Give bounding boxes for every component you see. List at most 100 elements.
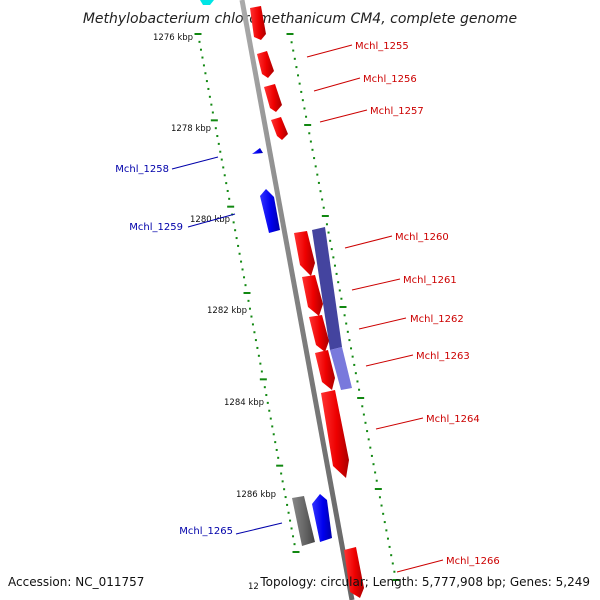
tick-mark-outer-minor xyxy=(367,438,370,441)
tick-mark-outer-minor xyxy=(298,82,301,85)
tick-mark-inner-minor xyxy=(248,307,251,310)
tick-mark-outer-minor xyxy=(309,140,312,143)
gene-arrow-mchl-1256[interactable] xyxy=(257,51,274,78)
tick-label-1276: 1276 kbp xyxy=(153,33,193,43)
gene-arrow-mchl-1261[interactable] xyxy=(302,275,323,316)
tick-mark-inner-minor xyxy=(226,189,229,192)
tick-mark-inner-minor xyxy=(243,276,246,279)
tick-mark-inner-minor xyxy=(222,166,225,169)
tick-mark-inner-minor xyxy=(257,354,260,357)
tick-mark-inner-minor xyxy=(240,260,243,263)
tick-mark-outer-minor xyxy=(308,132,311,135)
gene-label-mchl-1258[interactable]: Mchl_1258 xyxy=(115,164,169,175)
tick-mark-outer-minor xyxy=(374,471,377,474)
gene-arrow-mchl-1263[interactable] xyxy=(315,350,335,390)
tick-mark-inner-minor xyxy=(292,535,295,538)
gene-arrow-mchl-1257[interactable] xyxy=(264,84,282,112)
tick-mark-inner-minor xyxy=(256,346,259,349)
tick-mark-inner-minor xyxy=(210,103,213,106)
tick-mark-outer-minor xyxy=(317,181,320,184)
tick-mark-outer-minor xyxy=(335,272,338,275)
tick-mark-outer-minor xyxy=(322,206,325,209)
tick-mark-inner-major xyxy=(243,292,251,294)
tick-mark-outer-minor xyxy=(321,198,324,201)
tick-mark-outer-minor xyxy=(305,115,308,118)
tick-mark-inner-major xyxy=(259,378,267,381)
tick-mark-outer-minor xyxy=(353,363,356,366)
tick-mark-inner-minor xyxy=(216,135,219,138)
tick-mark-inner-minor xyxy=(293,543,296,546)
tick-mark-inner-minor xyxy=(290,527,293,530)
tick-mark-inner-minor xyxy=(199,48,202,51)
tick-mark-outer-minor xyxy=(369,446,372,449)
tick-mark-inner-minor xyxy=(232,221,235,224)
gene-label-mchl-1261[interactable]: Mchl_1261 xyxy=(403,275,457,286)
tick-mark-outer-minor xyxy=(316,173,319,176)
tick-mark-outer-minor xyxy=(297,74,300,77)
tick-mark-inner-minor xyxy=(214,127,217,130)
gene-arrow-mchl-1262[interactable] xyxy=(309,315,329,352)
tick-mark-outer-minor xyxy=(383,521,386,524)
tick-mark-outer-minor xyxy=(295,66,298,69)
tick-mark-outer-minor xyxy=(385,529,388,532)
gene-label-mchl-1262[interactable]: Mchl_1262 xyxy=(410,314,464,325)
tick-mark-outer-minor xyxy=(366,430,369,433)
tick-mark-inner-major xyxy=(227,205,235,208)
tick-mark-outer-minor xyxy=(301,99,304,102)
tick-mark-inner-minor xyxy=(271,425,274,428)
tick-mark-outer-major xyxy=(339,306,347,308)
tick-mark-outer-major xyxy=(304,124,312,126)
gene-label-mchl-1266[interactable]: Mchl_1266 xyxy=(446,556,500,567)
tick-mark-outer-minor xyxy=(343,314,346,317)
tick-mark-inner-minor xyxy=(223,174,226,177)
tick-mark-inner-minor xyxy=(277,456,280,459)
tick-mark-inner-minor xyxy=(259,362,262,365)
tick-mark-outer-minor xyxy=(303,107,306,110)
gene-label-mchl-1265[interactable]: Mchl_1265 xyxy=(179,526,233,537)
gene-arrow-mchl-1265[interactable] xyxy=(312,494,332,542)
tick-mark-inner-minor xyxy=(217,142,220,145)
tick-mark-inner-minor xyxy=(207,87,210,90)
gene-label-mchl-1264[interactable]: Mchl_1264 xyxy=(426,414,480,425)
gene-arrow-mchl-1257b[interactable] xyxy=(271,117,288,140)
gene-arrow-mchl-1260[interactable] xyxy=(294,231,315,276)
gene-label-mchl-1256[interactable]: Mchl_1256 xyxy=(363,74,417,85)
tick-mark-inner-minor xyxy=(237,244,240,247)
tick-mark-outer-minor xyxy=(311,148,314,151)
gene-label-mchl-1257[interactable]: Mchl_1257 xyxy=(370,106,424,117)
tick-label-partial: 12 xyxy=(248,582,259,592)
tick-mark-inner-minor xyxy=(253,331,256,334)
tick-mark-inner-minor xyxy=(260,370,263,373)
tick-mark-outer-major xyxy=(374,488,382,490)
gene-arrow-mchl-1266[interactable] xyxy=(344,547,364,598)
gray-feature xyxy=(292,496,315,546)
tick-mark-outer-minor xyxy=(327,231,330,234)
tick-mark-outer-minor xyxy=(351,355,354,358)
gene-label-mchl-1259[interactable]: Mchl_1259 xyxy=(129,222,183,233)
tick-mark-inner-minor xyxy=(235,237,238,240)
tick-mark-inner-minor xyxy=(286,503,289,506)
tick-mark-outer-minor xyxy=(356,380,359,383)
tick-mark-outer-minor xyxy=(382,512,385,515)
tick-mark-inner-minor xyxy=(202,64,205,67)
tick-mark-outer-minor xyxy=(330,248,333,251)
gene-arrow-mchl-1259[interactable] xyxy=(260,189,280,233)
gene-arrow-mchl-1255[interactable] xyxy=(250,6,266,40)
tick-mark-inner-minor xyxy=(244,284,247,287)
gene-label-mchl-1260[interactable]: Mchl_1260 xyxy=(395,232,449,243)
tick-mark-inner-minor xyxy=(211,111,214,114)
tick-mark-inner-minor xyxy=(225,182,228,185)
tick-mark-outer-minor xyxy=(329,239,332,242)
gene-label-mchl-1255[interactable]: Mchl_1255 xyxy=(355,41,409,52)
gene-arrow-mchl-1264[interactable] xyxy=(321,390,349,478)
tick-mark-outer-minor xyxy=(390,554,393,557)
overlay-feature-light xyxy=(330,347,352,390)
tick-mark-outer-minor xyxy=(345,322,348,325)
tick-mark-outer-major xyxy=(392,579,400,581)
tick-mark-inner-minor xyxy=(241,268,244,271)
leader-lines xyxy=(171,44,444,573)
gene-label-mchl-1263[interactable]: Mchl_1263 xyxy=(416,351,470,362)
accession-text: Accession: NC_011757 xyxy=(8,575,144,589)
tick-mark-outer-minor xyxy=(290,41,293,44)
gene-arrow-mchl-1258[interactable] xyxy=(252,148,263,154)
